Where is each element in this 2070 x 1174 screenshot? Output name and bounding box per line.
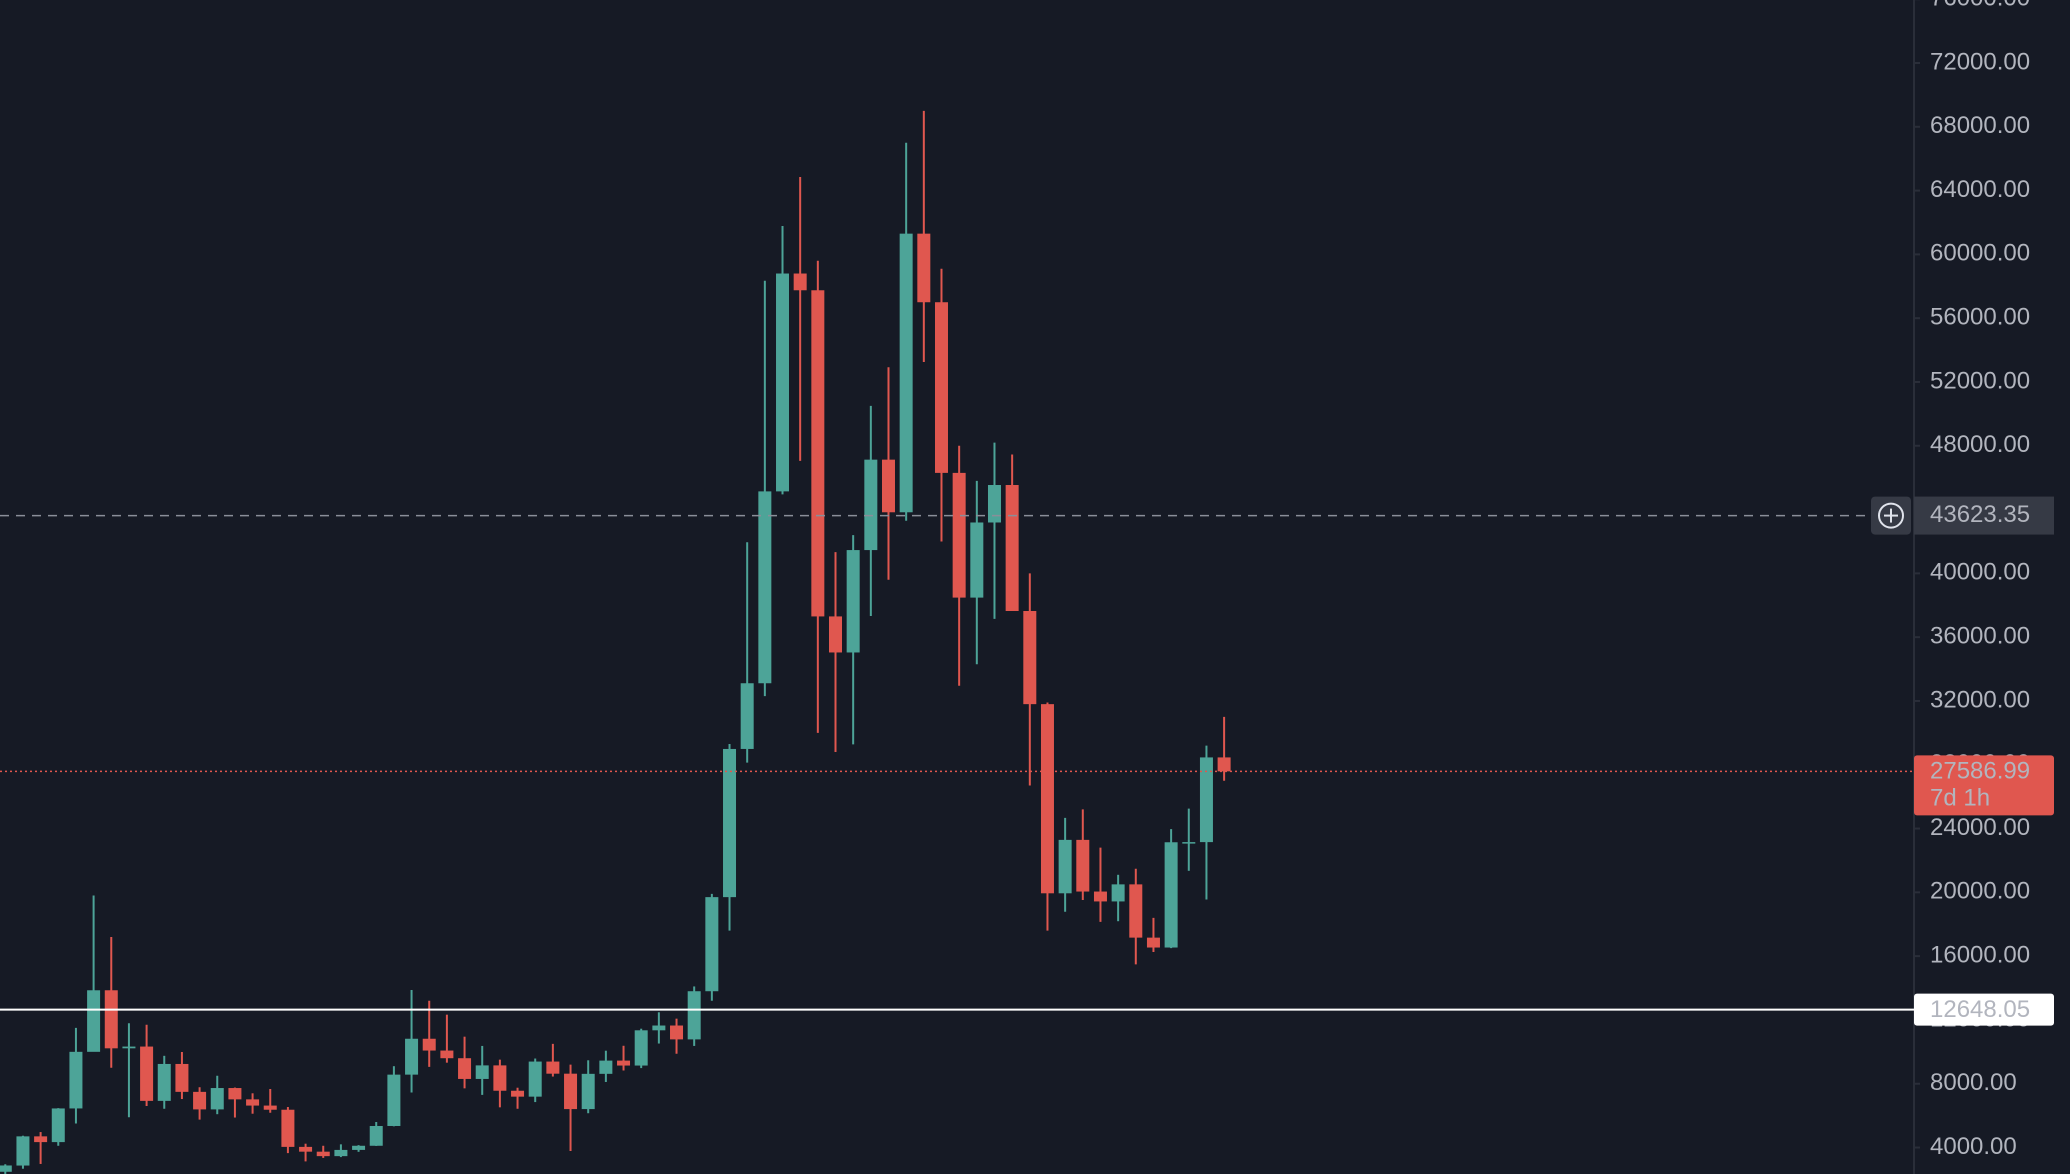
- candle-body: [405, 1038, 419, 1075]
- candle-body: [740, 683, 754, 749]
- candle-body: [316, 1151, 330, 1157]
- y-tick-label: 60000.00: [1930, 240, 2030, 267]
- candle-body: [1164, 842, 1178, 948]
- y-tick-label: 76000.00: [1930, 0, 2030, 12]
- y-tick-label: 32000.00: [1930, 686, 2030, 713]
- candle-body: [228, 1088, 242, 1100]
- y-tick-label: 40000.00: [1930, 559, 2030, 586]
- candle-body: [352, 1145, 366, 1150]
- candle-body: [334, 1149, 348, 1157]
- candle-body: [122, 1046, 136, 1049]
- candle-body: [1005, 485, 1019, 612]
- candle-body: [69, 1051, 83, 1109]
- candle-body: [1217, 757, 1231, 772]
- last-price-label-bg: [1914, 755, 2054, 816]
- candle-body: [934, 302, 948, 473]
- y-tick-label: 64000.00: [1930, 176, 2030, 203]
- candle-body: [493, 1065, 507, 1091]
- candle-body: [776, 273, 790, 492]
- candle-body: [281, 1109, 295, 1147]
- candle-body: [299, 1146, 313, 1152]
- candle-body: [263, 1105, 277, 1110]
- candle-body: [387, 1074, 401, 1126]
- y-tick-label: 72000.00: [1930, 48, 2030, 75]
- y-tick-label: 20000.00: [1930, 878, 2030, 905]
- candle-body: [846, 550, 860, 653]
- candle-body: [881, 459, 895, 513]
- candle-body: [475, 1065, 489, 1079]
- candle-body: [34, 1136, 48, 1143]
- y-tick-label: 48000.00: [1930, 431, 2030, 458]
- candle-body: [987, 485, 1001, 523]
- candle-body: [193, 1091, 207, 1110]
- candle-body: [546, 1061, 560, 1074]
- candle-body: [723, 748, 737, 898]
- candle-body: [210, 1088, 224, 1110]
- candle-body: [1129, 884, 1143, 938]
- candle-body: [0, 1165, 12, 1172]
- candle-body: [104, 990, 118, 1049]
- candle-body: [246, 1099, 260, 1106]
- candle-body: [369, 1125, 383, 1146]
- candle-body: [528, 1061, 542, 1097]
- y-tick-label: 4000.00: [1930, 1133, 2017, 1160]
- candle-body: [758, 491, 772, 684]
- candle-body: [511, 1090, 525, 1097]
- candle-body: [864, 459, 878, 551]
- y-tick-label: 16000.00: [1930, 941, 2030, 968]
- candle-body: [1182, 842, 1196, 844]
- candle-body: [16, 1136, 30, 1166]
- last-price-label: 27586.99: [1930, 758, 2030, 785]
- candle-body: [1058, 839, 1072, 894]
- candle-body: [1199, 757, 1213, 843]
- candle-body: [1023, 611, 1037, 705]
- candle-body: [458, 1058, 472, 1079]
- candle-body: [1093, 891, 1107, 902]
- candle-body: [652, 1025, 666, 1031]
- countdown-label: 7d 1h: [1930, 785, 1990, 812]
- candle-body: [917, 233, 931, 303]
- y-tick-label: 52000.00: [1930, 367, 2030, 394]
- horizontal-line-label-bg: [1914, 993, 2054, 1026]
- candle-body: [581, 1073, 595, 1110]
- candle-body: [1076, 839, 1090, 892]
- candle-body: [87, 990, 101, 1052]
- candle-body: [634, 1030, 648, 1066]
- candle-body: [422, 1038, 436, 1051]
- horizontal-line-label: 12648.05: [1930, 996, 2030, 1023]
- y-tick-label: 36000.00: [1930, 623, 2030, 650]
- crosshair-add-icon: [1878, 502, 1904, 529]
- candle-body: [952, 472, 966, 598]
- candle-body: [140, 1046, 154, 1101]
- crosshair-label-bg: [1914, 496, 2054, 535]
- candle-body: [811, 290, 825, 617]
- candle-body: [687, 991, 701, 1040]
- crosshair-label: 43623.35: [1930, 501, 2030, 528]
- candle-body: [1111, 884, 1125, 902]
- candle-body: [599, 1060, 613, 1074]
- y-tick-label: 56000.00: [1930, 304, 2030, 331]
- candle-body: [705, 897, 719, 992]
- candle-body: [440, 1050, 454, 1059]
- candle-body: [51, 1108, 65, 1143]
- y-tick-label: 8000.00: [1930, 1069, 2017, 1096]
- candle-body: [829, 616, 843, 653]
- candle-body: [793, 273, 807, 291]
- candle-body: [1146, 937, 1160, 948]
- candle-body: [175, 1063, 189, 1092]
- candle-body: [1040, 704, 1054, 894]
- y-tick-label: 68000.00: [1930, 112, 2030, 139]
- candle-body: [617, 1060, 631, 1066]
- candle-body: [157, 1063, 171, 1101]
- candle-body: [899, 233, 913, 513]
- candle-body: [970, 522, 984, 598]
- y-tick-label: 24000.00: [1930, 814, 2030, 841]
- candle-body: [670, 1025, 684, 1040]
- candle-body: [564, 1073, 578, 1110]
